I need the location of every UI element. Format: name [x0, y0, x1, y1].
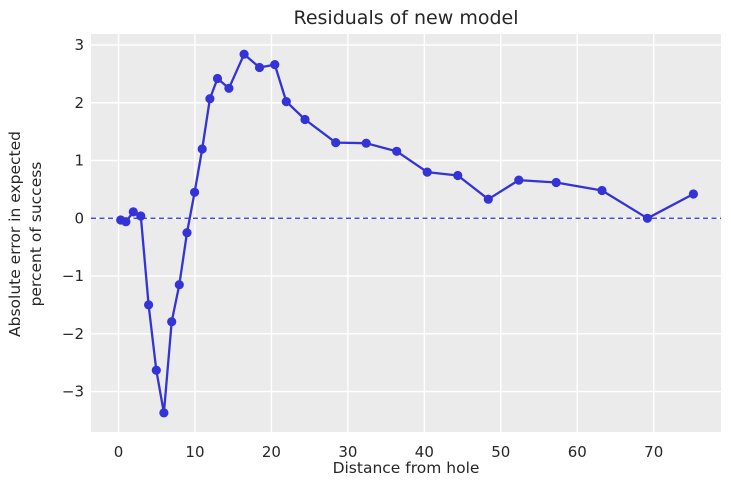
y-tick-label: −1 [62, 267, 84, 285]
data-point [144, 300, 154, 310]
data-point [514, 175, 524, 185]
plot-area [91, 34, 721, 432]
y-axis-label-line2: percent of success [27, 161, 45, 307]
x-tick-label: 20 [262, 443, 281, 461]
data-point [224, 83, 234, 93]
y-tick-label: −2 [62, 325, 84, 343]
x-tick-label: 40 [415, 443, 434, 461]
data-point [361, 138, 371, 148]
data-point [254, 62, 265, 73]
y-axis-label-line1: Absolute error in expected [6, 131, 24, 337]
x-tick-label: 10 [185, 443, 204, 461]
data-point [174, 280, 184, 290]
data-point [197, 144, 207, 154]
x-tick-label: 70 [644, 443, 663, 461]
chart-title: Residuals of new model [293, 7, 519, 29]
x-tick-label: 50 [491, 443, 510, 461]
data-point [483, 194, 493, 204]
data-point [128, 207, 138, 217]
data-point [551, 177, 561, 188]
data-point [159, 408, 169, 418]
data-point [190, 187, 200, 197]
x-tick-label: 0 [114, 443, 124, 461]
data-point [422, 167, 432, 177]
data-point [239, 49, 249, 59]
data-point [300, 114, 310, 125]
x-axis-label: Distance from hole [332, 459, 480, 477]
y-axis-label: Absolute error in expected percent of su… [5, 35, 49, 433]
x-tick-label: 60 [568, 443, 587, 461]
data-point [281, 97, 291, 107]
data-point [597, 185, 607, 196]
y-tick-label: 1 [74, 152, 84, 170]
data-point [331, 138, 341, 148]
data-point [151, 365, 161, 375]
data-point [212, 73, 223, 84]
data-point [121, 217, 131, 227]
data-point [136, 211, 146, 221]
data-point [688, 189, 699, 199]
y-tick-label: 3 [74, 36, 84, 54]
data-point [642, 213, 653, 223]
data-point [270, 60, 280, 70]
x-tick-label: 30 [338, 443, 357, 461]
data-point [167, 317, 177, 327]
data-point [182, 228, 192, 238]
y-tick-label: 2 [74, 94, 84, 112]
data-point [205, 94, 215, 104]
y-tick-label: 0 [74, 209, 84, 227]
data-point [392, 146, 402, 156]
data-point [453, 170, 463, 181]
y-tick-label: −3 [62, 383, 84, 401]
